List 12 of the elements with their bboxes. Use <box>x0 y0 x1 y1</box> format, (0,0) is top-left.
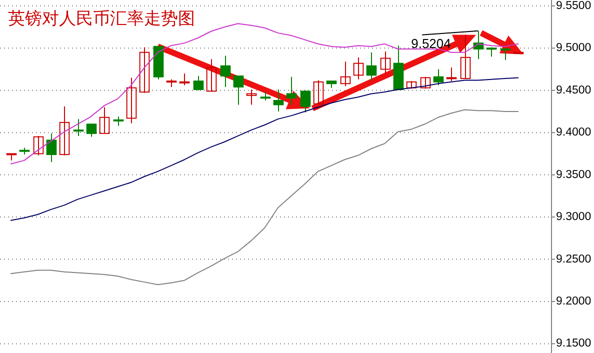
y-tick-label: 9.3500 <box>556 168 592 181</box>
y-tick-label: 9.5000 <box>556 42 592 54</box>
y-tick-label: 9.2000 <box>556 296 592 308</box>
annotation: 9.5204 <box>411 36 451 51</box>
y-tick-label: 9.1500 <box>556 338 592 350</box>
y-tick-label: 9.3000 <box>556 211 592 224</box>
title: 英镑对人民币汇率走势图 <box>8 9 195 28</box>
y-tick-label: 9.4500 <box>556 84 592 96</box>
y-tick-label: 9.5500 <box>556 0 592 12</box>
y-tick-label: 9.4000 <box>556 126 592 139</box>
y-tick-label: 9.2500 <box>556 253 592 266</box>
annotation: 9.5204 <box>411 30 479 51</box>
